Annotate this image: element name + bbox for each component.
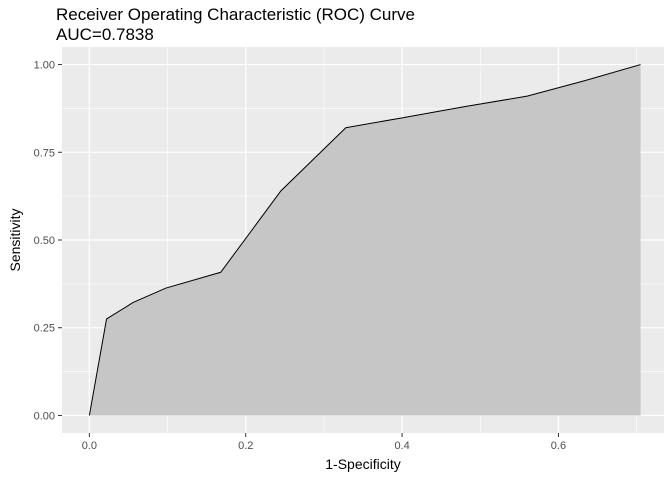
x-tick-label: 0.6 <box>551 440 566 452</box>
y-axis-label: Sensitivity <box>7 208 23 271</box>
roc-line-layer <box>88 64 641 416</box>
roc-area <box>89 64 641 416</box>
chart-subtitle-text: AUC=0.7838 <box>56 25 154 44</box>
x-tick-label: 0.2 <box>238 440 253 452</box>
y-tick-label: 1.00 <box>34 60 55 72</box>
x-axis-label: 1-Specificity <box>325 456 400 472</box>
x-tick-label: 0.4 <box>394 440 409 452</box>
chart-title: Receiver Operating Characteristic (ROC) … <box>56 5 415 45</box>
y-tick-label: 0.00 <box>34 410 55 422</box>
y-tick-label: 0.75 <box>34 147 55 159</box>
y-tick-label: 0.50 <box>34 235 55 247</box>
x-tick-label: 0.0 <box>82 440 97 452</box>
roc-curve-line <box>88 64 641 416</box>
y-tick-label: 0.25 <box>34 323 55 335</box>
x-axis-ticks: 0.0 0.2 0.4 0.6 <box>82 433 566 452</box>
roc-area-layer <box>89 64 641 416</box>
y-axis-ticks: 0.00 0.25 0.50 0.75 1.00 <box>34 60 62 422</box>
chart-title-text: Receiver Operating Characteristic (ROC) … <box>56 5 415 24</box>
